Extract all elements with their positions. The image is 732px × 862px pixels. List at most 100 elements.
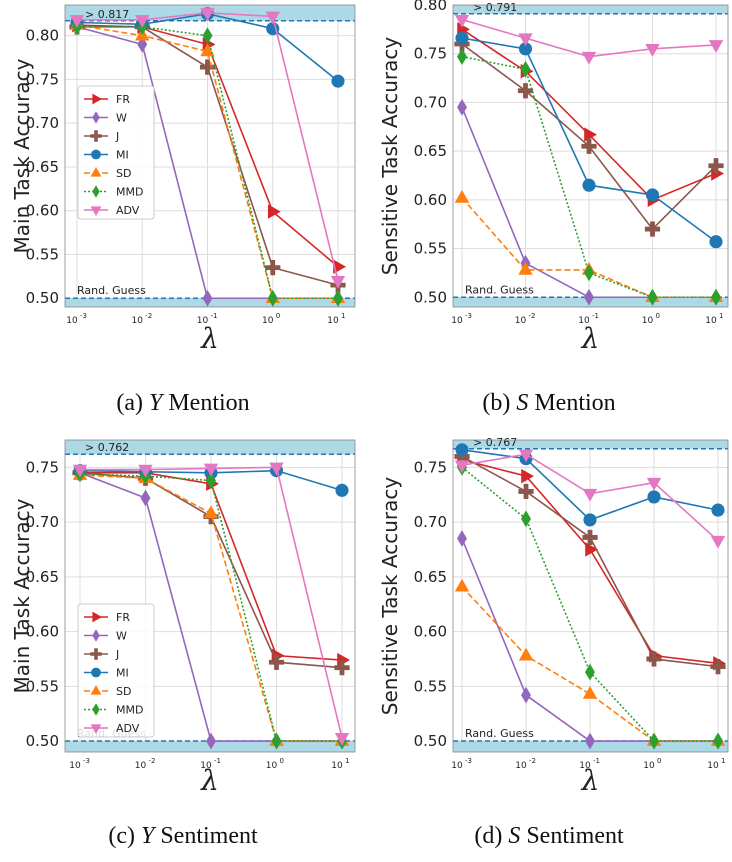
lower-band xyxy=(65,298,355,307)
data-point-mmd xyxy=(649,732,659,750)
x-axis-title: λ xyxy=(581,322,600,355)
legend-marker xyxy=(90,167,102,177)
chart-s-sentiment: > 0.767 Rand. Guess 0.50 0.55 0.60 0.65 0.70 0.… xyxy=(378,436,729,797)
y-tick-label: 0.50 xyxy=(26,289,59,307)
y-tick-label: 0.60 xyxy=(26,202,59,220)
data-point-fr xyxy=(267,204,281,219)
x-tick-exponent: -1 xyxy=(593,757,600,765)
data-point-adv xyxy=(265,11,280,25)
x-tick-label: 10 xyxy=(579,761,591,771)
x-tick-label: 10 xyxy=(200,761,212,771)
panel-c: > 0.762Rand. Guess0.500.550.600.650.700.… xyxy=(0,431,366,862)
legend-label: MMD xyxy=(116,704,143,717)
x-tick-exponent: 1 xyxy=(721,757,725,765)
x-tick-label: 10 xyxy=(705,316,717,326)
data-point-mmd xyxy=(711,288,721,306)
data-point-adv xyxy=(138,464,153,478)
data-point-mmd xyxy=(520,60,531,78)
data-point-adv xyxy=(334,732,350,746)
axes-frame xyxy=(452,4,729,308)
x-tick-label: 10 xyxy=(327,316,339,326)
x-tick-exponent: 1 xyxy=(341,312,345,320)
data-point-mi xyxy=(335,483,349,497)
chart-y-mention: > 0.817 Rand. Guess 0.50 0.55 0.60 0.65 0.70 0.… xyxy=(10,4,356,355)
legend-label: MI xyxy=(116,667,129,680)
x-tick-exponent: -2 xyxy=(145,312,152,320)
data-point-sd xyxy=(518,261,533,275)
y-tick-label: 0.75 xyxy=(414,45,447,63)
data-point-fr xyxy=(333,259,346,274)
data-point-mmd xyxy=(457,48,467,66)
x-tick-exponent: 0 xyxy=(276,312,280,320)
legend-label: J xyxy=(115,130,119,143)
legend-marker xyxy=(92,93,102,105)
axes-frame xyxy=(452,439,729,753)
caption-rest: Mention xyxy=(162,390,250,416)
data-point-mi xyxy=(645,188,660,202)
data-point-j xyxy=(517,83,534,99)
series-line-mmd xyxy=(79,473,342,742)
y-tick-label: 0.65 xyxy=(414,142,447,160)
data-point-adv xyxy=(518,449,534,463)
y-tick-label: 0.60 xyxy=(414,191,447,209)
caption-b: (b) S Mention xyxy=(366,390,732,417)
legend-label: FR xyxy=(116,93,130,106)
data-point-j xyxy=(265,260,281,276)
y-tick-label: 0.55 xyxy=(414,240,447,258)
upper-band xyxy=(453,440,728,449)
data-point-w xyxy=(137,35,148,53)
upper-band xyxy=(453,5,728,14)
data-point-fr xyxy=(521,468,534,484)
axes-frame xyxy=(64,439,356,753)
data-point-adv xyxy=(710,535,726,549)
data-point-mi xyxy=(647,490,661,504)
axes-frame xyxy=(64,4,356,308)
x-axis-title: λ xyxy=(581,764,600,797)
series-w xyxy=(457,530,723,750)
y-tick-label: 0.80 xyxy=(414,0,447,14)
x-tick-exponent: -2 xyxy=(529,757,536,765)
upper-band-label: > 0.791 xyxy=(473,1,517,14)
y-tick-label: 0.50 xyxy=(414,288,447,306)
y-tick-label: 0.55 xyxy=(414,677,447,695)
data-point-adv xyxy=(582,488,598,502)
x-tick-label: 10 xyxy=(451,316,463,326)
series-j xyxy=(454,448,726,675)
data-point-mmd xyxy=(713,732,723,750)
legend-label: ADV xyxy=(116,722,140,735)
legend-marker xyxy=(90,130,102,142)
y-tick-label: 0.70 xyxy=(414,513,447,531)
data-point-mi xyxy=(455,443,469,457)
data-point-sd xyxy=(518,647,534,661)
series-mi xyxy=(455,31,723,249)
data-point-mmd xyxy=(206,472,216,489)
data-point-mi xyxy=(711,503,725,517)
x-tick-label: 10 xyxy=(197,316,209,326)
upper-band-label: > 0.817 xyxy=(85,8,129,21)
caption-rest: Sentiment xyxy=(154,823,258,849)
upper-band-label: > 0.767 xyxy=(473,436,517,449)
y-tick-label: 0.75 xyxy=(26,70,59,88)
data-point-w xyxy=(202,289,213,307)
legend-marker xyxy=(92,611,102,623)
caption-prefix: (d) xyxy=(474,823,509,849)
data-point-adv xyxy=(581,51,597,65)
x-tick-exponent: -3 xyxy=(465,312,472,320)
series-mmd xyxy=(457,48,721,306)
data-point-mmd xyxy=(271,732,282,750)
chart-y-sentiment: > 0.762Rand. Guess0.500.550.600.650.700.… xyxy=(10,439,356,797)
x-tick-label: 10 xyxy=(132,316,144,326)
upper-band-label: > 0.762 xyxy=(85,441,129,454)
x-tick-exponent: -1 xyxy=(211,312,218,320)
y-tick-label: 0.65 xyxy=(26,158,59,176)
y-tick-label: 0.50 xyxy=(26,732,59,750)
x-tick-label: 10 xyxy=(643,761,655,771)
data-point-adv xyxy=(72,464,88,478)
y-tick-label: 0.70 xyxy=(26,513,59,531)
y-axis-title: Main Task Accuracy xyxy=(10,58,34,253)
legend-label: FR xyxy=(116,611,130,624)
x-tick-exponent: -1 xyxy=(214,757,221,765)
series-adv xyxy=(72,462,350,746)
panel-b: > 0.791 Rand. Guess 0.50 0.55 0.60 0.65 0.70 0.… xyxy=(366,0,732,431)
legend-label: ADV xyxy=(116,204,140,217)
